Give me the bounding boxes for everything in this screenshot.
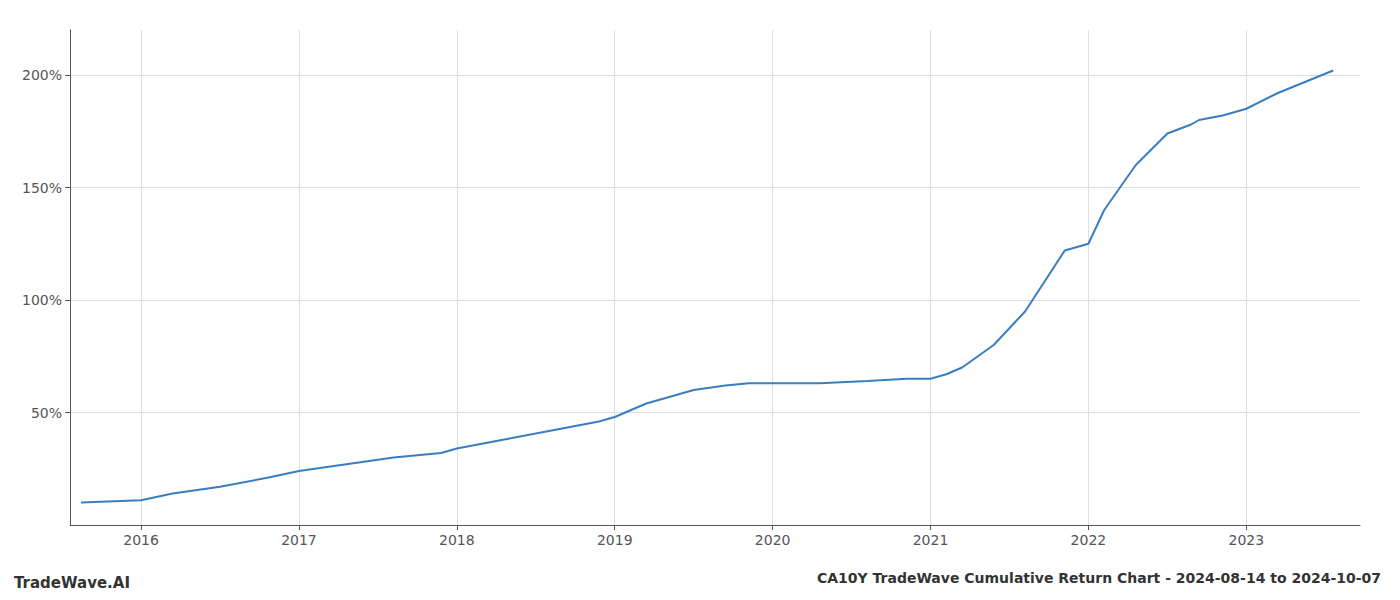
svg-text:100%: 100% — [22, 292, 62, 308]
svg-text:2016: 2016 — [123, 532, 159, 548]
svg-text:TradeWave.AI: TradeWave.AI — [14, 574, 130, 592]
svg-text:2018: 2018 — [439, 532, 475, 548]
svg-text:200%: 200% — [22, 67, 62, 83]
svg-text:CA10Y TradeWave Cumulative Ret: CA10Y TradeWave Cumulative Return Chart … — [817, 570, 1381, 586]
svg-text:50%: 50% — [31, 405, 62, 421]
svg-text:2019: 2019 — [597, 532, 633, 548]
svg-text:2023: 2023 — [1228, 532, 1264, 548]
svg-text:2022: 2022 — [1071, 532, 1107, 548]
svg-text:2021: 2021 — [913, 532, 949, 548]
svg-text:2017: 2017 — [281, 532, 317, 548]
svg-text:2020: 2020 — [755, 532, 791, 548]
svg-text:150%: 150% — [22, 180, 62, 196]
